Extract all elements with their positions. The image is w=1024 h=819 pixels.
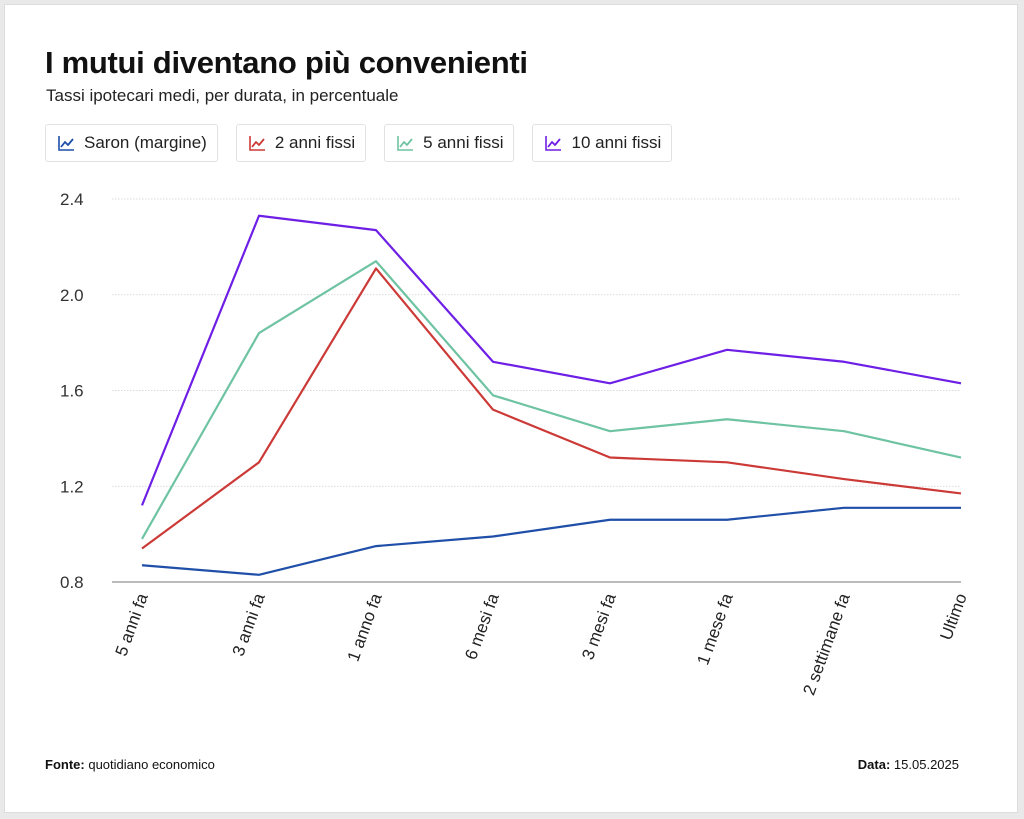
y-tick-label: 2.0 — [60, 286, 84, 305]
x-tick-label: 3 mesi fa — [578, 590, 620, 662]
source-value: quotidiano economico — [88, 757, 215, 772]
date-note: Data: 15.05.2025 — [858, 757, 959, 772]
legend-item[interactable]: 10 anni fissi — [532, 124, 673, 162]
y-tick-label: 2.4 — [60, 190, 84, 209]
series-line-1[interactable] — [141, 506, 961, 576]
legend-label: Saron (margine) — [84, 133, 207, 152]
y-tick-label: 1.6 — [60, 382, 84, 401]
x-tick-label: 3 anni fa — [229, 590, 269, 658]
x-tick-label: 2 settimane fa — [799, 590, 854, 697]
legend-label: 10 anni fissi — [571, 133, 662, 152]
chart-subtitle: Tassi ipotecari medi, per durata, in per… — [46, 86, 399, 105]
line-chart-icon — [58, 136, 74, 151]
legend-item[interactable]: Saron (margine) — [45, 124, 218, 162]
legend-item[interactable]: 5 anni fissi — [384, 124, 515, 162]
line-chart-icon — [545, 136, 562, 151]
line-chart-icon — [249, 136, 265, 151]
series-line-2[interactable] — [141, 267, 962, 550]
source-label: Fonte: — [45, 757, 85, 772]
legend-label: 2 anni fissi — [274, 133, 356, 152]
y-tick-label: 1.2 — [60, 477, 84, 496]
series-line-4[interactable] — [140, 214, 962, 506]
series-line-3[interactable] — [141, 260, 962, 540]
x-tick-label: Ultimo — [936, 591, 970, 643]
chart-title: I mutui diventano più convenienti — [45, 45, 528, 80]
legend-label: 5 anni fissi — [423, 133, 504, 152]
x-tick-label: 5 anni fa — [112, 590, 152, 658]
date-value: 15.05.2025 — [893, 757, 959, 772]
legend-item[interactable]: 2 anni fissi — [235, 124, 367, 162]
x-tick-label: 6 mesi fa — [461, 590, 503, 662]
line-chart-icon — [397, 136, 414, 151]
legend: Saron (margine) 2 anni fissi 5 anni fissi 1… — [45, 124, 673, 162]
y-tick-label: 0.8 — [60, 573, 84, 592]
source-note: Fonte: quotidiano economico — [45, 757, 215, 772]
chart-card: I mutui diventano più convenienti Tassi … — [4, 4, 1018, 813]
date-label: Data: — [857, 757, 891, 772]
x-tick-label: 1 mese fa — [693, 590, 737, 667]
x-tick-label: 1 anno fa — [344, 590, 386, 664]
